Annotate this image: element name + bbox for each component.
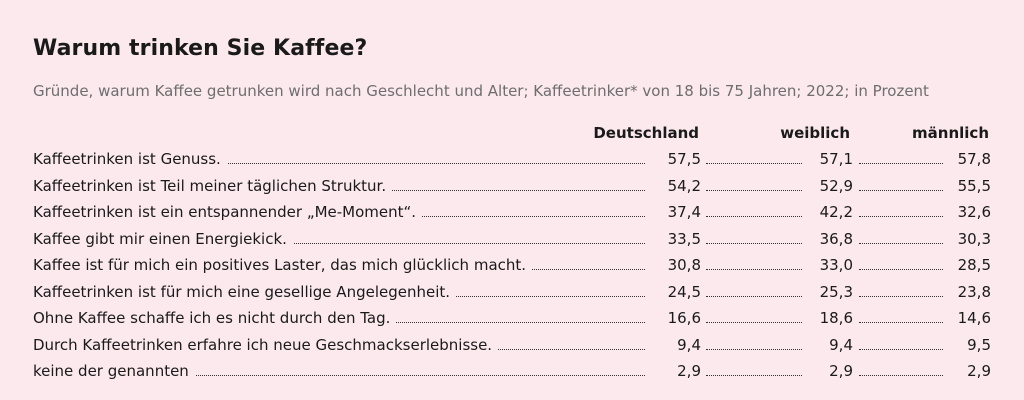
- value-weiblich: 33,0: [815, 256, 853, 274]
- row-label: Kaffeetrinken ist Teil meiner täglichen …: [33, 176, 393, 195]
- value-maennlich: 2,9: [963, 362, 991, 380]
- value-maennlich: 9,5: [963, 335, 991, 354]
- row-label: Ohne Kaffee schaffe ich es nicht durch d…: [33, 309, 397, 327]
- dot-leader: [706, 163, 802, 164]
- row-label: keine der genannten: [33, 362, 195, 380]
- row-label: Durch Kaffeetrinken erfahre ich neue Ges…: [33, 335, 499, 354]
- table-row: Durch Kaffeetrinken erfahre ich neue Ges…: [33, 335, 991, 358]
- dot-leader: [859, 163, 943, 164]
- table-row: Kaffeetrinken ist Genuss. 57,5 57,1 57,8: [33, 150, 991, 172]
- value-maennlich: 55,5: [953, 176, 991, 195]
- value-deutschland: 16,6: [663, 309, 701, 327]
- value-weiblich: 36,8: [815, 229, 853, 248]
- table-row: keine der genannten 2,9 2,9 2,9: [33, 362, 991, 384]
- value-weiblich: 57,1: [815, 150, 853, 168]
- dot-leader: [33, 375, 645, 376]
- dot-leader: [859, 375, 943, 376]
- dot-leader: [33, 242, 645, 244]
- chart-title: Warum trinken Sie Kaffee?: [33, 36, 368, 61]
- dot-leader: [33, 163, 645, 164]
- table-row: Ohne Kaffee schaffe ich es nicht durch d…: [33, 309, 991, 331]
- value-weiblich: 18,6: [815, 309, 853, 327]
- value-maennlich: 28,5: [953, 256, 991, 274]
- value-deutschland: 30,8: [663, 256, 701, 274]
- value-maennlich: 23,8: [953, 282, 991, 301]
- dot-leader: [706, 375, 802, 376]
- dot-leader: [706, 242, 802, 244]
- dot-leader: [859, 269, 943, 270]
- value-deutschland: 57,5: [663, 150, 701, 168]
- value-weiblich: 2,9: [825, 362, 853, 380]
- dot-leader: [706, 295, 802, 297]
- dot-leader: [706, 189, 802, 191]
- row-label: Kaffee ist für mich ein positives Laster…: [33, 256, 533, 274]
- dot-leader: [859, 322, 943, 323]
- value-deutschland: 9,4: [673, 335, 701, 354]
- value-deutschland: 54,2: [663, 176, 701, 195]
- value-deutschland: 33,5: [663, 229, 701, 248]
- table-row: Kaffee gibt mir einen Energiekick. 33,5 36…: [33, 229, 991, 252]
- dot-leader: [706, 216, 802, 217]
- dot-leader: [859, 348, 943, 350]
- column-header-weiblich: weiblich: [780, 124, 850, 142]
- value-maennlich: 30,3: [953, 229, 991, 248]
- chart-subtitle: Gründe, warum Kaffee getrunken wird nach…: [33, 82, 929, 100]
- row-label: Kaffeetrinken ist für mich eine gesellig…: [33, 282, 457, 301]
- dot-leader: [706, 348, 802, 350]
- row-label: Kaffeetrinken ist ein entspannender „Me-…: [33, 203, 423, 221]
- value-weiblich: 9,4: [825, 335, 853, 354]
- dot-leader: [706, 322, 802, 323]
- value-deutschland: 24,5: [663, 282, 701, 301]
- value-weiblich: 52,9: [815, 176, 853, 195]
- dot-leader: [706, 269, 802, 270]
- column-header-deutschland: Deutschland: [593, 124, 699, 142]
- table-row: Kaffeetrinken ist ein entspannender „Me-…: [33, 203, 991, 225]
- value-weiblich: 42,2: [815, 203, 853, 221]
- table-row: Kaffeetrinken ist Teil meiner täglichen …: [33, 176, 991, 199]
- dot-leader: [859, 242, 943, 244]
- row-label: Kaffee gibt mir einen Energiekick.: [33, 229, 293, 248]
- value-deutschland: 2,9: [673, 362, 701, 380]
- dot-leader: [859, 216, 943, 217]
- value-maennlich: 57,8: [953, 150, 991, 168]
- value-weiblich: 25,3: [815, 282, 853, 301]
- value-deutschland: 37,4: [663, 203, 701, 221]
- column-header-maennlich: männlich: [912, 124, 989, 142]
- dot-leader: [859, 295, 943, 297]
- row-label: Kaffeetrinken ist Genuss.: [33, 150, 227, 168]
- table-row: Kaffeetrinken ist für mich eine gesellig…: [33, 282, 991, 305]
- value-maennlich: 14,6: [953, 309, 991, 327]
- table-row: Kaffee ist für mich ein positives Laster…: [33, 256, 991, 278]
- value-maennlich: 32,6: [953, 203, 991, 221]
- dot-leader: [859, 189, 943, 191]
